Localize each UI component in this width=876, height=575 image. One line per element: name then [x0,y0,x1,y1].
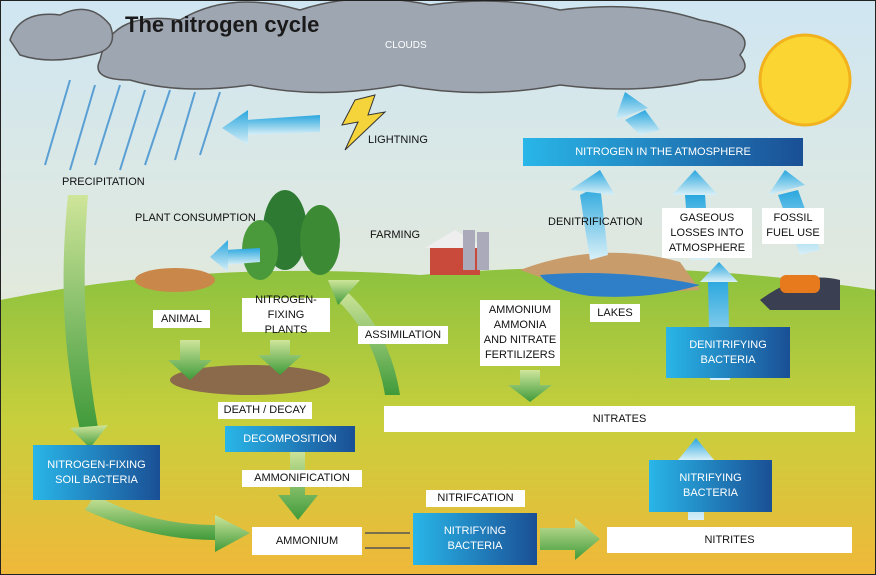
label-box: NITRITES [607,527,852,553]
label: LIGHTNING [368,133,428,148]
label-box: ANIMAL [153,310,210,328]
blue-box: DECOMPOSITION [225,426,355,452]
label-box: AMMONIFICATION [242,470,362,487]
label: PLANT CONSUMPTION [135,211,256,226]
sun [760,35,850,125]
label-box: LAKES [590,304,640,322]
label: NITROGEN-FIXING [47,458,145,473]
label: AMMONIUM [489,303,551,318]
label: GASEOUS [680,211,734,226]
blue-box: NITROGEN IN THE ATMOSPHERE [523,138,803,166]
label: PRECIPITATION [62,175,145,190]
label: ATMOSPHERE [669,241,745,256]
label: DENITRIFICATION [548,215,643,230]
label: LAKES [597,306,632,321]
label: AMMONIFICATION [254,471,350,486]
deer [135,268,215,292]
label: AMMONIA [494,318,547,333]
diagram: The nitrogen cycle CLOUDS LIGHTNING PREC… [0,0,876,575]
label: FOSSIL [773,211,812,226]
label: BACTERIA [683,486,738,501]
label: BACTERIA [447,539,502,554]
label: NITROGEN IN THE ATMOSPHERE [575,145,751,160]
label: FARMING [370,228,420,243]
label: ANIMAL [161,312,202,327]
label: NITRIFYING [679,471,741,486]
label: FERTILIZERS [485,348,555,363]
label: NITRIFYING [444,524,506,539]
label: ASSIMILATION [365,328,441,343]
label: DECOMPOSITION [243,432,337,447]
label: SOIL BACTERIA [55,473,138,488]
car [780,275,820,293]
label: DEATH / DECAY [224,403,307,418]
label-box: ASSIMILATION [358,326,448,344]
label: CLOUDS [385,38,427,53]
label: NITRIFCATION [437,491,513,506]
label: NITRATES [593,412,647,427]
label-box: NITRATES [384,406,855,432]
label: NITROGEN-FIXING [242,293,330,323]
label: BACTERIA [700,353,755,368]
label: AND NITRATE [484,333,557,348]
label-box: AMMONIUM [252,527,362,555]
label: FUEL USE [766,226,819,241]
title: The nitrogen cycle [125,12,319,38]
label-box: NITRIFCATION [426,490,525,507]
label: NITRITES [704,533,754,548]
label-box: DEATH / DECAY [218,402,312,419]
label: PLANTS [265,323,308,338]
label: DENITRIFYING [689,338,767,353]
label: LOSSES INTO [670,226,743,241]
label: AMMONIUM [276,534,338,549]
